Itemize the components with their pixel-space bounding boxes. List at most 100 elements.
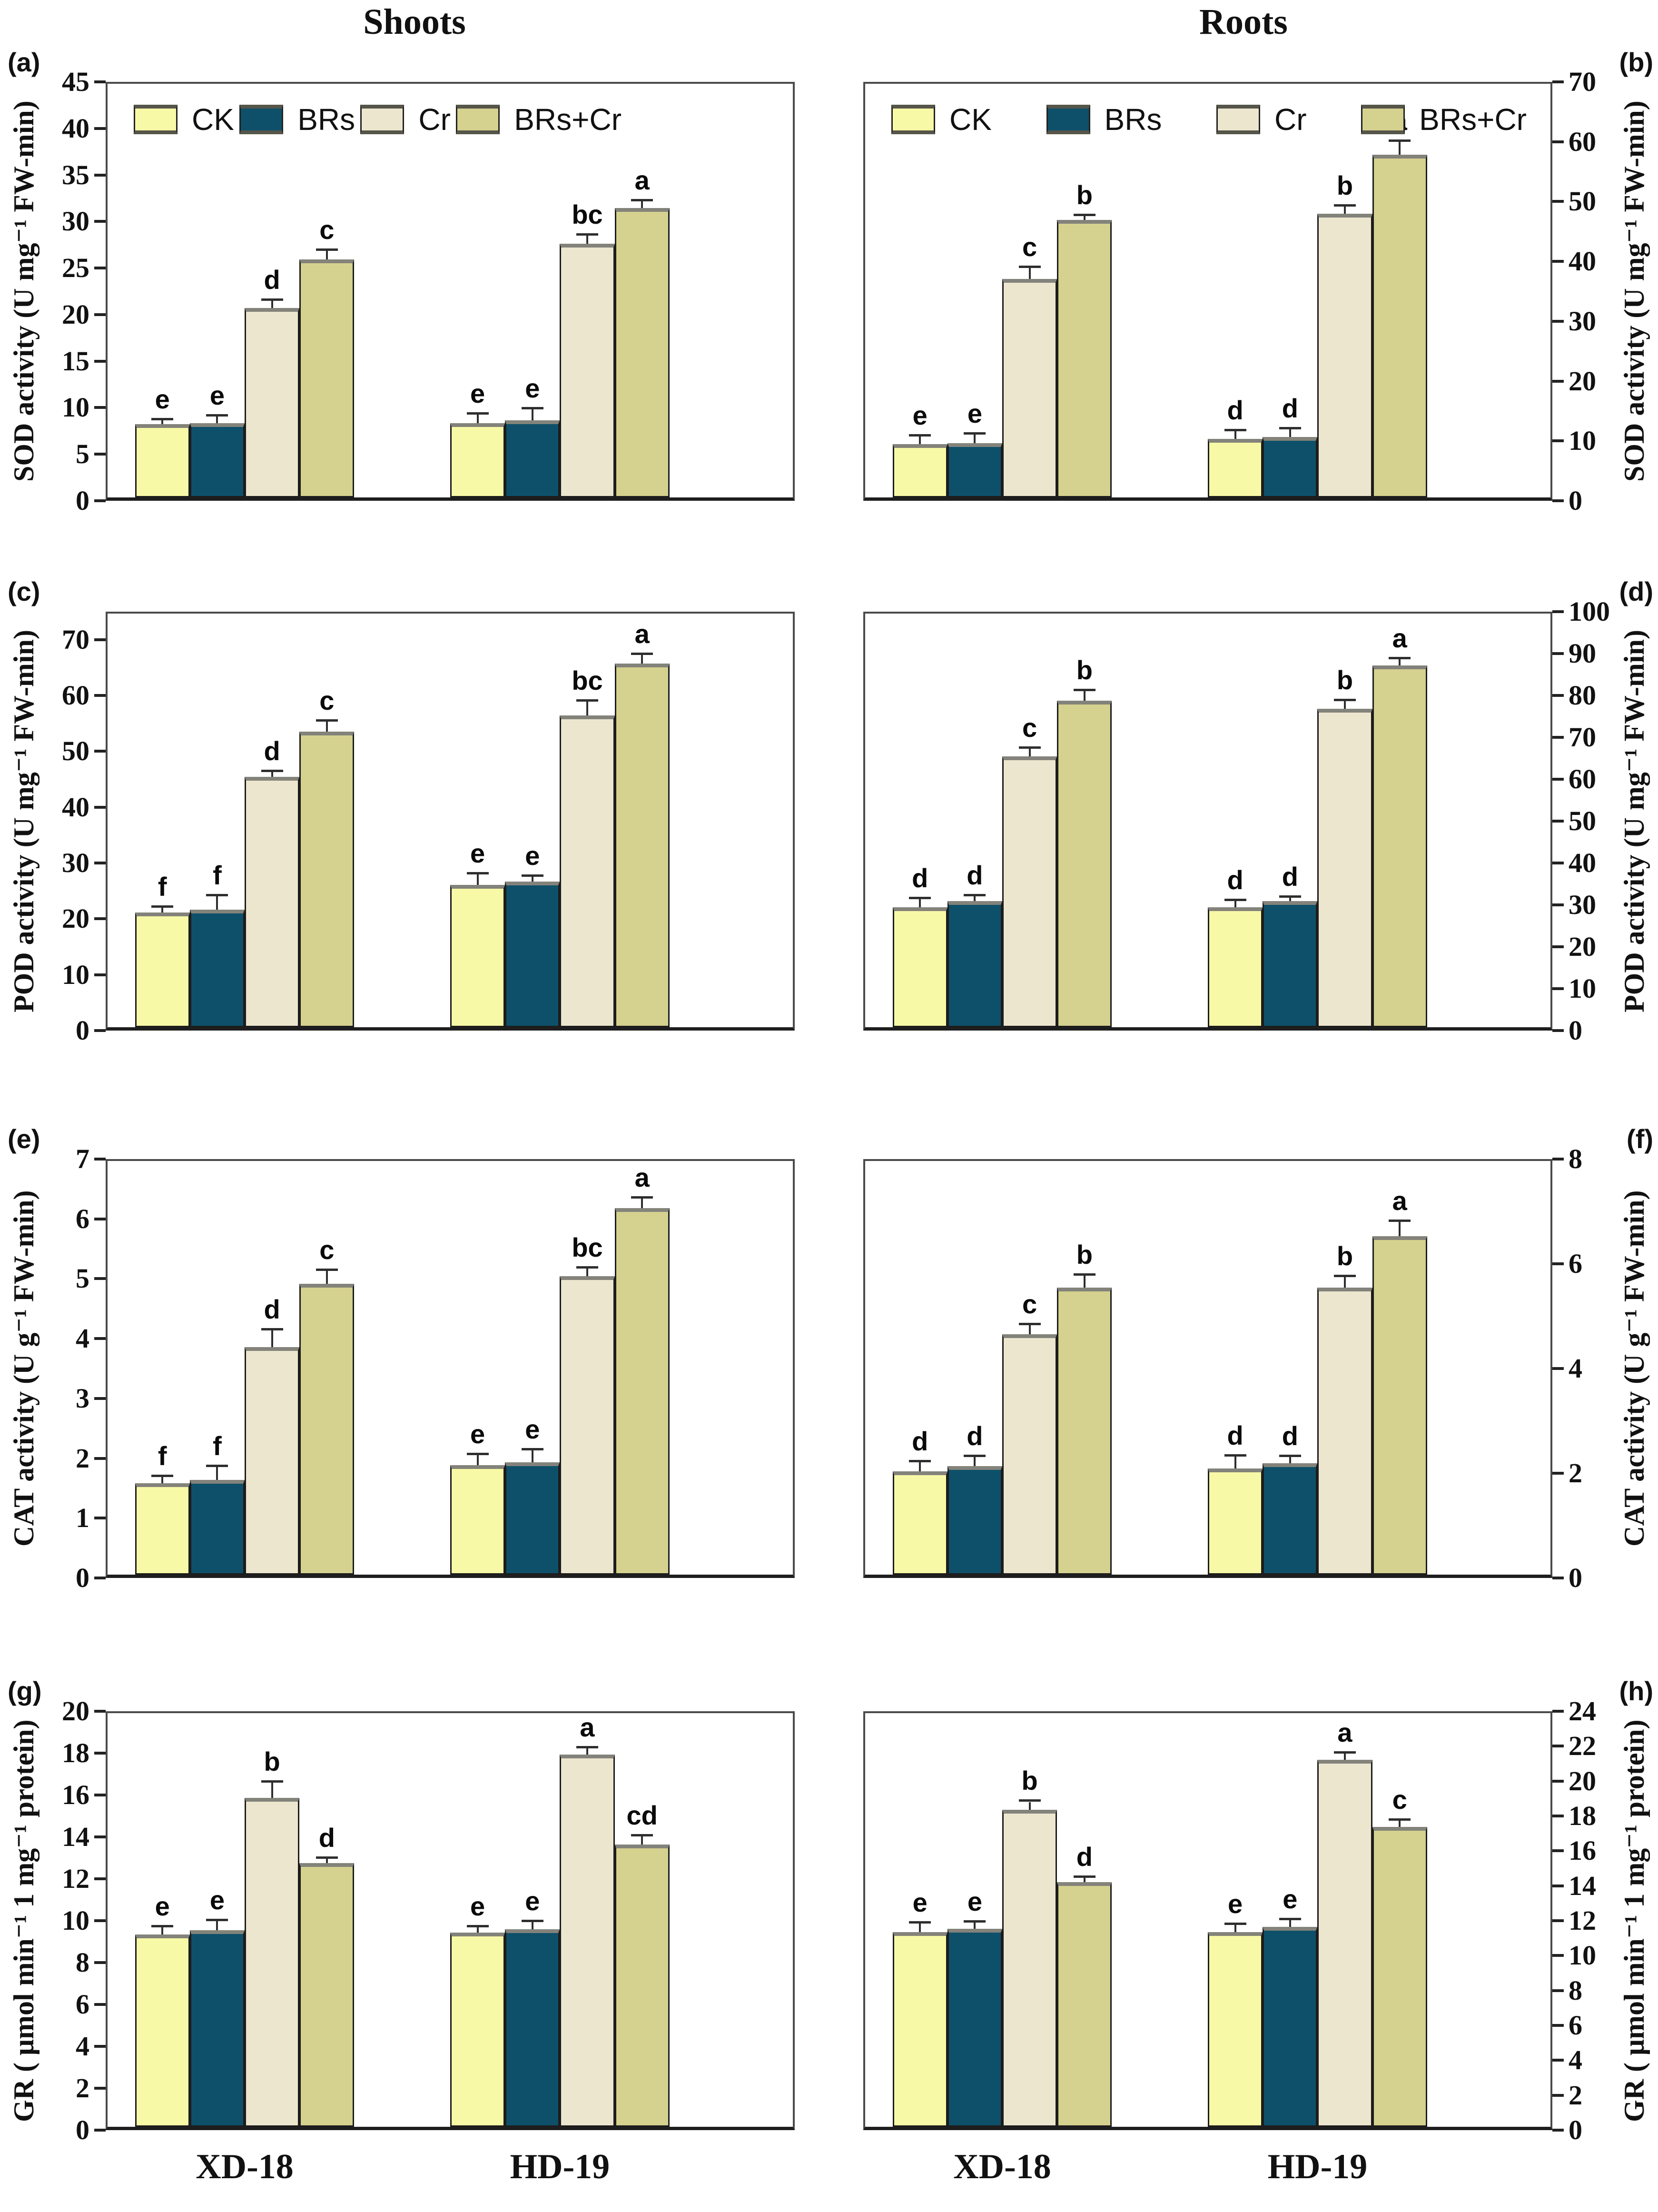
y-tick-label: 0 [1569,485,1582,516]
bar-HD-19-BRs+Cr [614,664,670,1027]
bar-XD-18-BRs+Cr [1057,1882,1112,2127]
bar-XD-18-Cr [245,1347,300,1575]
panel-letter-d: (d) [1619,576,1653,606]
error-bar [1083,1877,1086,1882]
bar-HD-19-BRs [1263,437,1318,497]
y-axis-label-d: POD activity (U mg⁻¹ FW-min) [1619,630,1650,1012]
y-tick-mark [1552,1029,1564,1032]
error-bar-cap [1224,428,1246,431]
y-tick-label: 30 [1569,305,1596,337]
error-bar [919,1462,921,1471]
error-bar-cap [1073,689,1095,692]
significance-letter: e [967,1886,982,1916]
significance-letter: d [318,1823,335,1853]
bar-HD-19-BRs+Cr [614,1844,670,2127]
significance-letter: e [155,384,170,414]
y-tick-mark [94,1919,106,1922]
y-tick-mark [1552,1745,1564,1748]
error-bar-cap [1334,1275,1356,1278]
error-bar-cap [316,1856,338,1859]
error-bar [641,201,643,208]
bar-XD-18-BRs+Cr [299,1284,355,1575]
y-tick-mark [1552,80,1564,83]
plot-area-b: ededcbbaCKBRsCrBRs+Cr [863,82,1552,501]
error-bar-cap [576,233,598,236]
y-tick-mark [94,862,106,864]
panel-body-c: POD activity (U mg⁻¹ FW-min) 0 10 20 30 40 50 6… [0,562,829,1044]
plot-area-g: e e e e b a d cd XD-18 HD-19 [106,1711,795,2186]
y-tick-label: 5 [76,438,89,470]
y-tick-label: 18 [1569,1800,1596,1831]
y-axis-ticks-g: 0 2 4 6 8 10 12 14 16 18 20 [48,1697,106,2144]
y-tick-mark [94,453,106,456]
y-tick-label: 90 [1569,638,1596,669]
error-bar-cap [964,432,986,435]
y-tick-label: 40 [62,791,89,823]
panel-body-f: CAT activity (U g⁻¹ FW-min) 0 2 4 6 8 d d d d c b b a [829,1109,1658,1592]
y-tick-mark [1552,260,1564,263]
y-tick-label: 50 [1569,186,1596,217]
significance-letter: e [470,1891,485,1921]
bar-HD-19-BRs+Cr [614,208,670,497]
error-bar [531,1450,533,1463]
bar-HD-19-Cr [1317,1288,1372,1575]
significance-letter: c [319,685,335,716]
error-bar-cap [631,1834,653,1836]
significance-letter: e [967,398,982,429]
y-tick-mark [1552,1577,1564,1579]
error-bar-cap [151,1475,174,1478]
error-bar [1234,431,1236,439]
significance-letter: cd [626,1800,658,1830]
y-tick-mark [94,359,106,363]
y-tick-label: 50 [1569,805,1596,836]
column-headers: Shoots Roots [0,0,1658,44]
error-bar-cap [521,1448,543,1451]
error-bar-cap [576,699,598,702]
y-tick-label: 2 [76,1442,89,1474]
significance-letter: e [525,1885,540,1916]
error-bar [1083,216,1086,220]
y-tick-mark [94,1517,106,1520]
significance-letter: d [264,264,280,295]
y-tick-mark [94,2087,106,2090]
y-tick-mark [94,1752,106,1755]
error-bar [326,1859,328,1864]
y-tick-mark [94,1029,106,1032]
error-bar [476,415,479,423]
legend-swatch-CK [134,105,178,134]
error-bar [1399,141,1401,155]
legend-swatch-CK [891,105,935,134]
y-axis-label-c: POD activity (U mg⁻¹ FW-min) [8,630,39,1012]
panel-body-b: SOD activity (U mg⁻¹ FW-min) 0 10 20 30 40 50 6… [829,44,1658,515]
plot-area-c: f e f e d bc c a [106,612,795,1031]
y-tick-label: 16 [62,1779,89,1810]
panel-a: (a) SOD activity (U mg⁻¹ FW-min) 0 5 10 15 20 2… [0,44,829,562]
y-tick-mark [1552,820,1564,823]
error-bar-cap [466,1924,489,1927]
significance-letter: e [209,1885,225,1915]
error-bar-cap [1279,1917,1301,1920]
y-tick-mark [94,1577,106,1579]
bar-HD-19-CK [1208,1932,1263,2127]
y-tick-mark [94,1835,106,1838]
y-tick-label: 14 [1569,1870,1596,1901]
y-tick-label: 1 [76,1502,89,1534]
bar-XD-18-CK [135,1483,190,1575]
error-bar-cap [1073,1875,1095,1878]
y-axis-ticks-b: 0 10 20 30 40 50 60 70 [1552,68,1610,515]
panel-d: (d) POD activity (U mg⁻¹ FW-min) 0 10 20 30 40… [829,562,1658,1109]
error-bar-cap [1389,657,1411,660]
x-axis-label-XD-18: XD-18 [196,2147,294,2186]
y-tick-mark [94,638,106,641]
y-tick-label: 3 [76,1382,89,1414]
error-bar-cap [316,248,338,251]
error-bar [216,1467,218,1480]
legend-item-BRs+Cr: BRs+Cr [1361,102,1527,137]
y-tick-label: 70 [1569,722,1596,753]
significance-letter: c [1022,713,1037,743]
panel-b: (b) SOD activity (U mg⁻¹ FW-min) 0 10 20 30 40… [829,44,1658,562]
bar-HD-19-CK [1208,1468,1263,1575]
y-tick-label: 30 [1569,889,1596,920]
y-axis-label-f: CAT activity (U g⁻¹ FW-min) [1619,1190,1650,1547]
